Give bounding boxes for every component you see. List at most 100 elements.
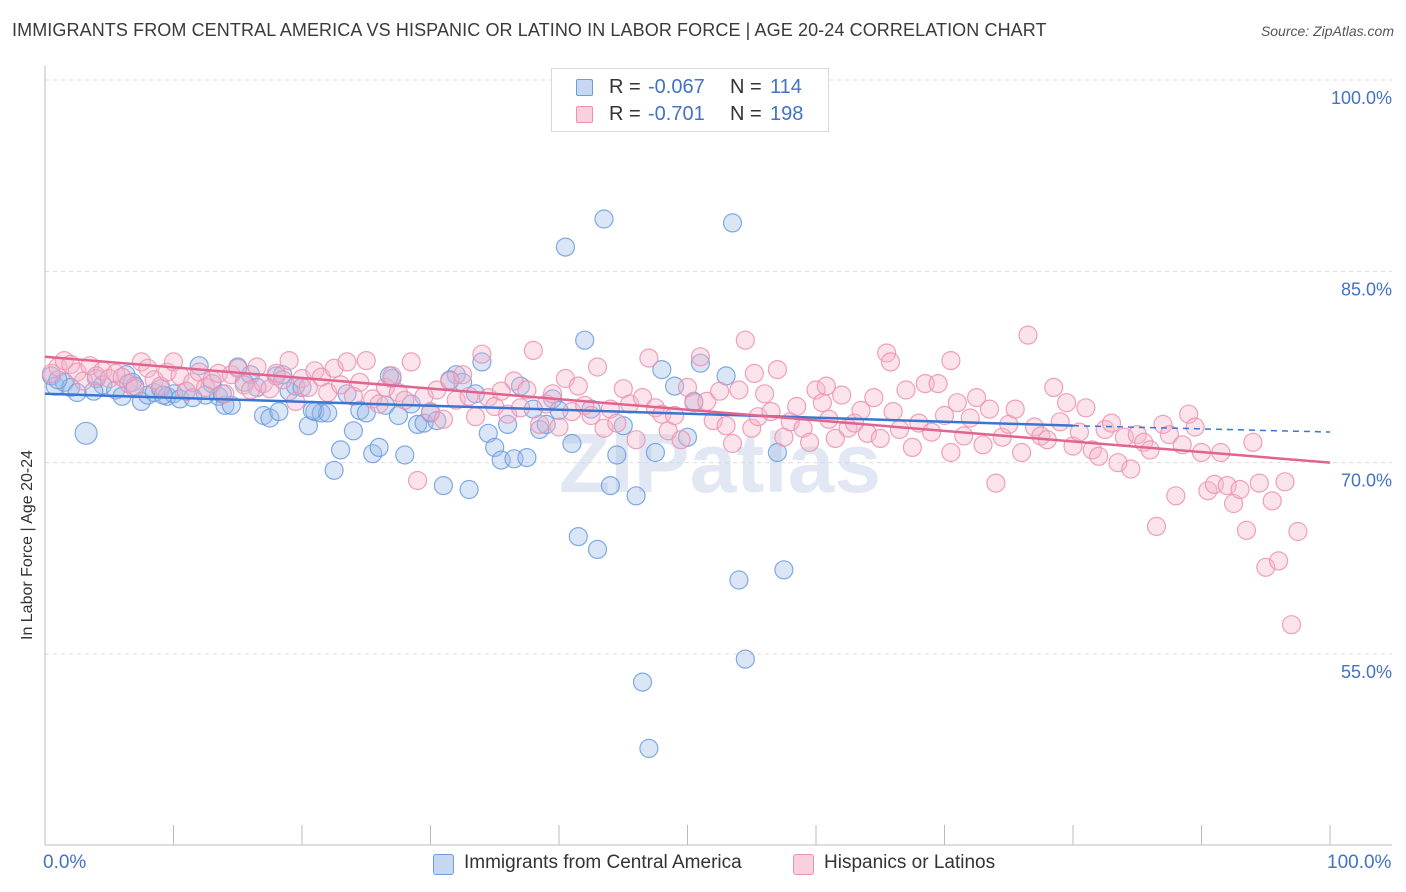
point-hispanic-latino [1185, 417, 1205, 437]
point-hispanic-latino [273, 370, 293, 390]
x-tick-label-max: 100.0% [1327, 852, 1392, 873]
point-hispanic-latino [934, 405, 955, 426]
point-hispanic-latino [979, 399, 1000, 419]
legend-swatch-blue [576, 79, 593, 96]
point-hispanic-latino [966, 388, 987, 408]
point-central-america [433, 476, 453, 496]
point-central-america [302, 400, 322, 420]
point-hispanic-latino [902, 437, 923, 457]
point-hispanic-latino [883, 402, 903, 422]
point-hispanic-latino [1262, 491, 1282, 511]
point-central-america [298, 416, 318, 436]
x-tick-label-min: 0.0% [43, 852, 87, 873]
point-central-america [632, 672, 653, 692]
point-hispanic-latino [709, 381, 730, 401]
point-hispanic-latino [1275, 472, 1295, 492]
point-hispanic-latino [825, 428, 845, 448]
point-hispanic-latino [1281, 615, 1302, 635]
point-hispanic-latino [568, 376, 588, 396]
bottom-legend-label-pink: Hispanics or Latinos [824, 852, 996, 873]
point-hispanic-latino [1153, 414, 1173, 434]
point-hispanic-latino [433, 409, 453, 429]
point-hispanic-latino [1056, 393, 1077, 413]
point-hispanic-latino [1236, 520, 1257, 540]
chart-title: IMMIGRANTS FROM CENTRAL AMERICA VS HISPA… [12, 20, 1047, 40]
point-central-america [729, 570, 749, 590]
bottom-legend-swatch-pink [793, 854, 814, 875]
point-central-america [562, 433, 582, 454]
point-central-america [555, 237, 576, 257]
point-hispanic-latino [1005, 399, 1025, 419]
point-hispanic-latino [889, 419, 910, 440]
point-central-america [472, 352, 492, 372]
point-hispanic-latino [1011, 442, 1032, 463]
legend-row-blue: R = -0.067 N = 114 [552, 74, 828, 100]
point-hispanic-latino [1288, 521, 1308, 542]
point-hispanic-latino [1076, 398, 1096, 418]
point-hispanic-latino [234, 375, 254, 395]
point-hispanic-latino [947, 393, 967, 413]
legend-row-pink: R = -0.701 N = 198 [552, 101, 828, 127]
point-hispanic-latino [1166, 486, 1186, 506]
point-hispanic-latino [754, 384, 775, 404]
point-central-america [74, 421, 98, 445]
point-hispanic-latino [880, 352, 901, 372]
point-hispanic-latino [799, 432, 820, 452]
point-hispanic-latino [337, 352, 357, 372]
point-central-america [600, 476, 621, 496]
point-hispanic-latino [690, 347, 711, 367]
point-hispanic-latino [626, 430, 646, 450]
point-central-america [498, 414, 518, 434]
point-hispanic-latino [928, 374, 948, 394]
point-hispanic-latino [125, 379, 145, 399]
point-central-america [269, 402, 289, 422]
point-central-america [735, 649, 755, 669]
point-hispanic-latino [1249, 473, 1269, 493]
bottom-legend-swatch-blue [433, 854, 454, 875]
point-hispanic-latino [639, 348, 659, 368]
point-hispanic-latino [1146, 516, 1167, 537]
legend-r-value: -0.701 [648, 103, 705, 125]
point-hispanic-latino [1140, 440, 1160, 460]
point-central-america [478, 423, 498, 443]
point-hispanic-latino [986, 473, 1006, 493]
point-hispanic-latino [812, 393, 833, 413]
point-central-america [215, 395, 235, 415]
point-hispanic-latino [722, 433, 743, 454]
trend-line-blue [44, 392, 1074, 427]
point-hispanic-latino [941, 351, 961, 371]
legend-r-label: R = [609, 76, 641, 98]
point-hispanic-latino [279, 351, 299, 371]
point-hispanic-latino [382, 366, 402, 386]
point-hispanic-latino [356, 351, 376, 371]
point-hispanic-latino [401, 352, 421, 372]
y-tick-label: 55.0% [1341, 662, 1392, 682]
point-hispanic-latino [729, 380, 749, 400]
point-hispanic-latino [921, 422, 942, 442]
point-hispanic-latino [1127, 425, 1147, 445]
point-hispanic-latino [594, 418, 614, 438]
axis-layer [44, 66, 1392, 846]
point-hispanic-latino [343, 386, 363, 406]
point-hispanic-latino [465, 407, 486, 427]
point-hispanic-latino [523, 340, 543, 360]
point-central-america [408, 414, 428, 434]
legend-n-label: N = [730, 103, 762, 125]
point-central-america [639, 738, 659, 759]
point-hispanic-latino [960, 408, 980, 428]
correlation-legend: R = -0.067 N = 114 R = -0.701 N = 198 [551, 68, 829, 132]
point-central-america [626, 486, 646, 506]
source-label: Source: ZipAtlas.com [1260, 23, 1394, 39]
trend-line-blue-extension [1072, 424, 1331, 433]
point-central-america [331, 440, 351, 460]
point-hispanic-latino [767, 360, 788, 380]
point-hispanic-latino [1050, 412, 1070, 432]
point-hispanic-latino [196, 377, 216, 397]
point-hispanic-latino [247, 357, 267, 377]
point-hispanic-latino [1121, 459, 1141, 479]
point-hispanic-latino [549, 417, 569, 437]
point-central-america [587, 539, 608, 560]
y-tick-label: 100.0% [1331, 88, 1392, 108]
y-tick-label: 85.0% [1341, 279, 1392, 299]
